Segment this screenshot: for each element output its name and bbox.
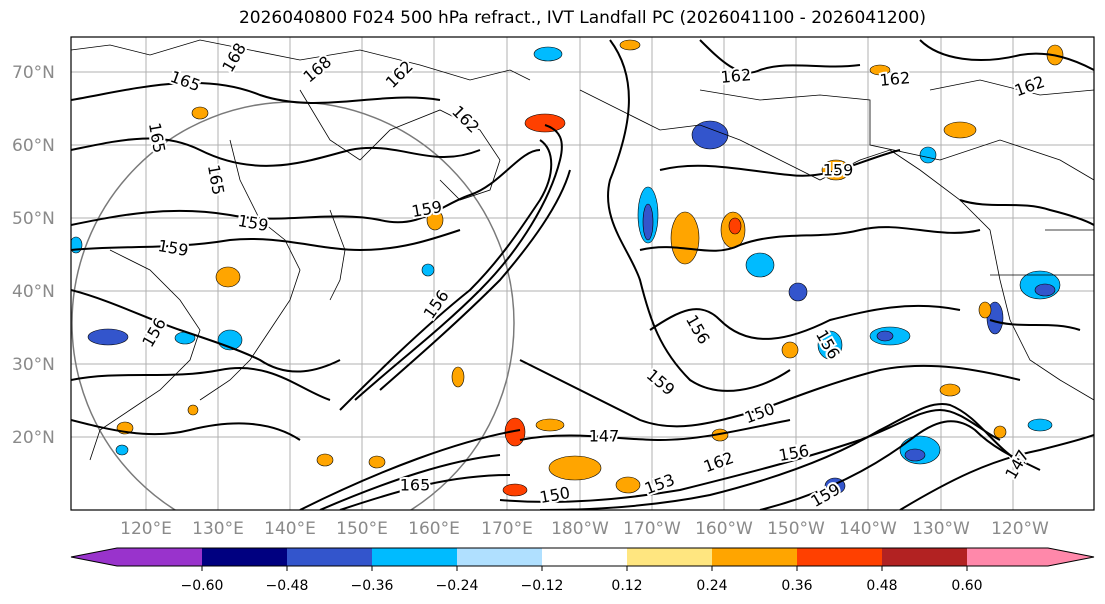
colorbar-segment xyxy=(202,548,287,566)
contour-label: 147 xyxy=(589,427,620,446)
colorbar-tick-label: −0.60 xyxy=(181,578,224,594)
lon-label: 120°W xyxy=(991,519,1049,539)
lon-label: 170°E xyxy=(481,519,533,539)
contour-label: 162 xyxy=(879,68,911,90)
lon-label: 130°E xyxy=(192,519,244,539)
lat-label: 40°N xyxy=(12,282,55,302)
lat-label: 50°N xyxy=(12,209,55,229)
contour-label: 159 xyxy=(823,161,854,180)
contour-label: 162 xyxy=(720,65,752,87)
colorbar-segment xyxy=(287,548,372,566)
colorbar-tick-label: 0.36 xyxy=(781,578,812,594)
colorbar-segment xyxy=(117,548,202,566)
colorbar-segment xyxy=(627,548,712,566)
colorbar-segment xyxy=(967,548,1048,566)
lon-label: 170°W xyxy=(623,519,681,539)
lat-label: 20°N xyxy=(12,428,55,448)
coastlines xyxy=(71,39,1094,461)
colorbar-segment xyxy=(542,548,627,566)
colorbar-extend-max xyxy=(1048,548,1094,566)
lon-label: 120°E xyxy=(120,519,172,539)
colorbar-tick-label: 0.48 xyxy=(866,578,897,594)
colorbar-segment xyxy=(712,548,797,566)
lon-label: 160°E xyxy=(408,519,460,539)
latitude-labels: 70°N 60°N 50°N 40°N 30°N 20°N xyxy=(12,63,55,448)
graticule xyxy=(71,37,1094,510)
colorbar-tick-label: 0.24 xyxy=(696,578,727,594)
lon-label: 160°W xyxy=(695,519,753,539)
height-contours xyxy=(71,39,1094,510)
colorbar-segment xyxy=(457,548,542,566)
lon-label: 130°W xyxy=(912,519,970,539)
contour-label: 165 xyxy=(400,476,431,495)
lon-label: 150°W xyxy=(767,519,825,539)
colorbar-segment xyxy=(882,548,967,566)
colorbar-tick-label: −0.24 xyxy=(436,578,479,594)
colorbar: −0.60 −0.48 −0.36 −0.24 −0.12 0.12 0.24 0.36 0.4… xyxy=(70,547,1095,594)
lat-label: 60°N xyxy=(12,136,55,156)
colorbar-extend-min xyxy=(71,548,117,566)
longitude-labels: 120°E 130°E 140°E 150°E 160°E 170°E 180°… xyxy=(120,519,1049,539)
colorbar-tick-label: −0.36 xyxy=(351,578,394,594)
map-title: 2026040800 F024 500 hPa refract., IVT La… xyxy=(238,8,926,28)
colorbar-tick-label: −0.12 xyxy=(521,578,564,594)
lon-label: 180°W xyxy=(551,519,609,539)
colorbar-segment xyxy=(372,548,457,566)
lon-label: 140°E xyxy=(264,519,316,539)
colorbar-tick-label: 0.60 xyxy=(951,578,982,594)
anomaly-patches xyxy=(71,39,1064,497)
colorbar-outline xyxy=(70,547,1095,567)
lon-label: 140°W xyxy=(839,519,897,539)
map-frame xyxy=(70,36,1095,511)
colorbar-tick-label: −0.48 xyxy=(266,578,309,594)
lat-label: 70°N xyxy=(12,63,55,83)
lat-label: 30°N xyxy=(12,355,55,375)
lon-label: 150°E xyxy=(336,519,388,539)
colorbar-segment xyxy=(797,548,882,566)
colorbar-tick-label: 0.12 xyxy=(611,578,642,594)
